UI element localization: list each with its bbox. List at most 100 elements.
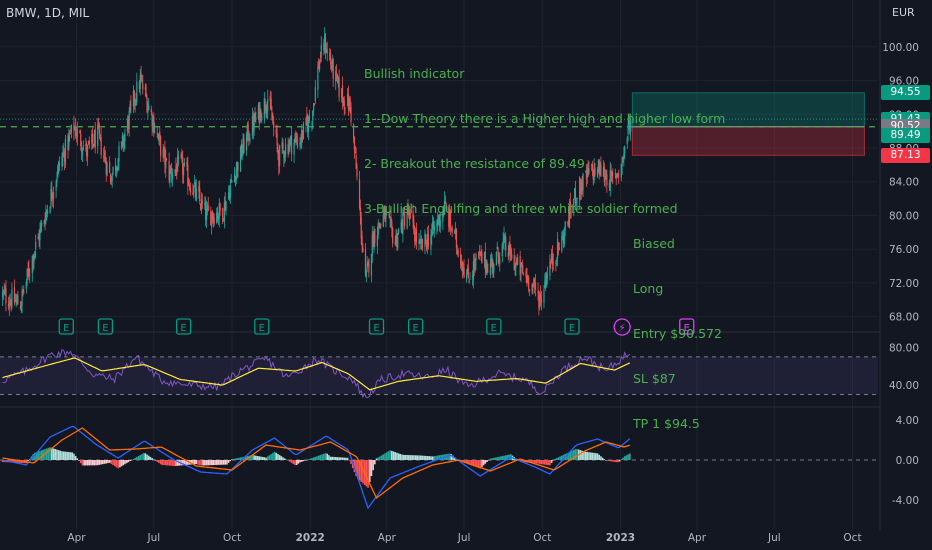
candle — [373, 225, 375, 254]
candle — [28, 259, 30, 281]
macd-histogram-bar — [49, 447, 51, 460]
candle — [171, 162, 173, 184]
macd-histogram-bar — [586, 451, 589, 460]
candle-body — [182, 167, 185, 176]
candle — [627, 118, 629, 142]
candle — [370, 253, 373, 283]
candle — [120, 140, 123, 151]
candle-body — [22, 289, 24, 292]
macd-histogram-bar — [625, 455, 628, 460]
candle — [311, 120, 313, 132]
candle — [388, 204, 390, 219]
macd-histogram-bar — [374, 460, 376, 465]
candle-body — [596, 169, 599, 178]
macd-histogram-bar — [503, 455, 505, 460]
candle-body — [198, 186, 200, 192]
macd-histogram-bar — [326, 453, 329, 460]
candle — [258, 101, 260, 130]
macd-histogram-bar — [328, 455, 330, 460]
candle-body — [556, 260, 558, 262]
candle — [163, 146, 165, 158]
macd-histogram-bar — [508, 454, 510, 460]
macd-histogram-bar — [418, 455, 420, 460]
candle-body — [380, 224, 382, 226]
candle — [420, 235, 423, 251]
candle-body — [92, 134, 94, 143]
candle-body — [177, 156, 179, 172]
candle — [150, 105, 152, 116]
macd-histogram-bar — [285, 459, 288, 461]
macd-histogram-bar — [474, 460, 476, 467]
candle — [368, 257, 370, 278]
candle-body — [356, 165, 358, 177]
candle — [477, 251, 480, 260]
candle-body — [49, 206, 51, 213]
candle-body — [211, 210, 214, 219]
candle-body — [251, 116, 254, 136]
macd-histogram-bar — [241, 457, 244, 460]
macd-histogram-bar — [40, 450, 43, 460]
candle-body — [29, 274, 31, 276]
macd-histogram-bar — [392, 451, 395, 460]
candle-body — [301, 131, 304, 140]
long-position-box[interactable] — [631, 92, 865, 156]
macd-histogram-bar — [537, 460, 539, 464]
macd-histogram-bar — [438, 455, 441, 460]
candle-body — [193, 185, 195, 193]
candle-body — [421, 239, 424, 249]
candle — [239, 145, 242, 173]
candle-body — [532, 285, 534, 288]
candle-body — [300, 141, 302, 143]
macd-histogram-bar — [263, 457, 266, 460]
macd-histogram-bar — [600, 456, 602, 460]
candle-body — [467, 267, 469, 279]
candle-body — [592, 169, 594, 180]
candle — [528, 289, 531, 297]
candle-body — [528, 289, 531, 291]
candle-body — [294, 137, 296, 142]
candle-body — [568, 204, 571, 227]
candle-body — [514, 264, 516, 268]
candle — [17, 290, 19, 305]
candle — [240, 139, 242, 160]
candle — [472, 253, 475, 289]
candle — [626, 136, 628, 149]
event-marker-shape — [58, 318, 74, 335]
candle-body — [550, 261, 552, 265]
candle — [425, 234, 427, 245]
candle-body — [546, 274, 548, 279]
candle-body — [86, 146, 88, 157]
macd-histogram-bar — [198, 460, 201, 466]
candle-body — [255, 117, 257, 120]
candle — [287, 137, 289, 158]
candle-body — [587, 167, 589, 174]
macd-histogram-bar — [307, 459, 310, 460]
candle — [362, 243, 364, 253]
candle-body — [433, 225, 435, 232]
candle-body — [539, 296, 541, 308]
candle — [568, 198, 571, 229]
candle — [616, 173, 618, 178]
macd-histogram-bar — [419, 455, 422, 460]
candle — [223, 196, 225, 229]
macd-histogram-bar — [311, 458, 313, 460]
candle-body — [253, 114, 255, 130]
macd-histogram-bar — [132, 459, 135, 460]
candle-body — [461, 261, 463, 271]
candle-body — [174, 169, 176, 174]
candle-body — [499, 259, 501, 264]
candle-body — [468, 280, 470, 283]
candle — [539, 291, 541, 311]
candle — [194, 175, 196, 188]
candle — [324, 27, 326, 54]
candle — [478, 245, 480, 260]
candle — [562, 230, 564, 241]
candle-body — [360, 216, 362, 239]
macd-histogram-bar — [28, 458, 31, 460]
macd-histogram-bar — [430, 456, 432, 460]
candle — [273, 115, 275, 137]
macd-histogram-bar — [249, 455, 252, 460]
candle-body — [79, 131, 81, 133]
candle-body — [400, 222, 402, 230]
